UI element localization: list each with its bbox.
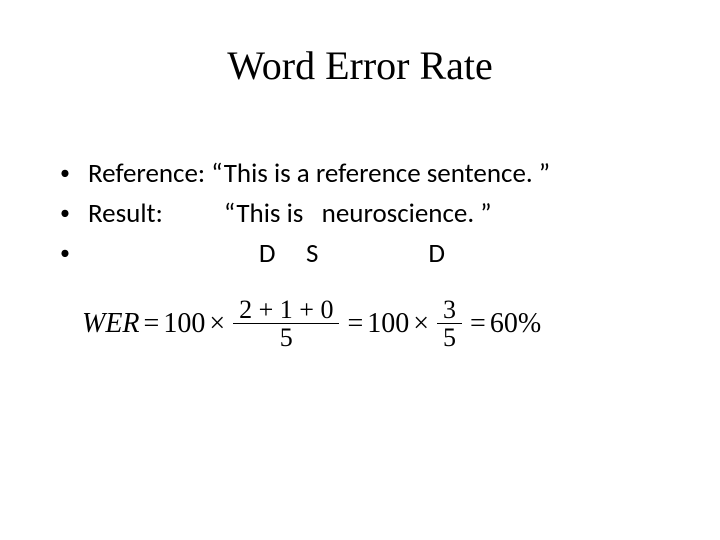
slide-title: Word Error Rate bbox=[0, 42, 720, 89]
bullet-value: “This is neuroscience. ” bbox=[224, 197, 492, 230]
bullet-label: Reference: bbox=[88, 157, 205, 190]
bullet-item: • Result: “This is neuroscience. ” bbox=[60, 195, 680, 233]
wer-formula: WER = 100 × 2 + 1 + 0 5 = 100 × 3 5 = 60… bbox=[80, 296, 543, 352]
bullet-label: Result: bbox=[88, 197, 163, 230]
bullet-item: • D S D bbox=[60, 235, 680, 273]
times-sign: × bbox=[411, 308, 431, 340]
equals-sign: = bbox=[468, 308, 488, 340]
fraction-denominator: 5 bbox=[437, 324, 462, 351]
equals-sign: = bbox=[345, 308, 365, 340]
formula-const: 100 bbox=[161, 308, 207, 340]
times-sign: × bbox=[207, 308, 227, 340]
formula-result: 60% bbox=[488, 308, 543, 340]
fraction-denominator: 5 bbox=[274, 324, 299, 351]
fraction-numerator: 3 bbox=[437, 296, 462, 324]
bullet-dot-icon: • bbox=[60, 235, 88, 271]
equals-sign: = bbox=[142, 308, 162, 340]
bullet-value: D S D bbox=[259, 237, 445, 270]
slide: Word Error Rate • Reference: “This is a … bbox=[0, 0, 720, 540]
bullet-value: “This is a reference sentence. ” bbox=[211, 157, 550, 190]
bullet-text: Result: “This is neuroscience. ” bbox=[88, 195, 680, 233]
bullet-dot-icon: • bbox=[60, 155, 88, 191]
formula-const: 100 bbox=[365, 308, 411, 340]
bullet-text: D S D bbox=[88, 235, 680, 273]
formula-fraction: 2 + 1 + 0 5 bbox=[233, 296, 339, 352]
formula-var: WER bbox=[80, 308, 142, 340]
fraction-numerator: 2 + 1 + 0 bbox=[233, 296, 339, 324]
bullet-text: Reference: “This is a reference sentence… bbox=[88, 155, 680, 193]
bullet-dot-icon: • bbox=[60, 195, 88, 231]
bullet-list: • Reference: “This is a reference senten… bbox=[60, 155, 680, 274]
bullet-item: • Reference: “This is a reference senten… bbox=[60, 155, 680, 193]
formula-fraction: 3 5 bbox=[437, 296, 462, 352]
